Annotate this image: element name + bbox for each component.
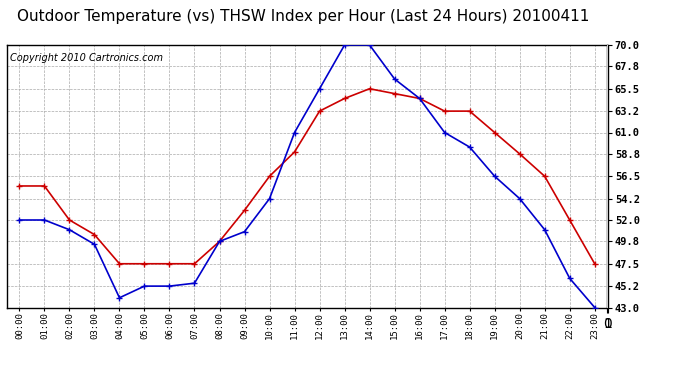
Text: Copyright 2010 Cartronics.com: Copyright 2010 Cartronics.com [10,53,163,63]
Text: Outdoor Temperature (vs) THSW Index per Hour (Last 24 Hours) 20100411: Outdoor Temperature (vs) THSW Index per … [17,9,590,24]
